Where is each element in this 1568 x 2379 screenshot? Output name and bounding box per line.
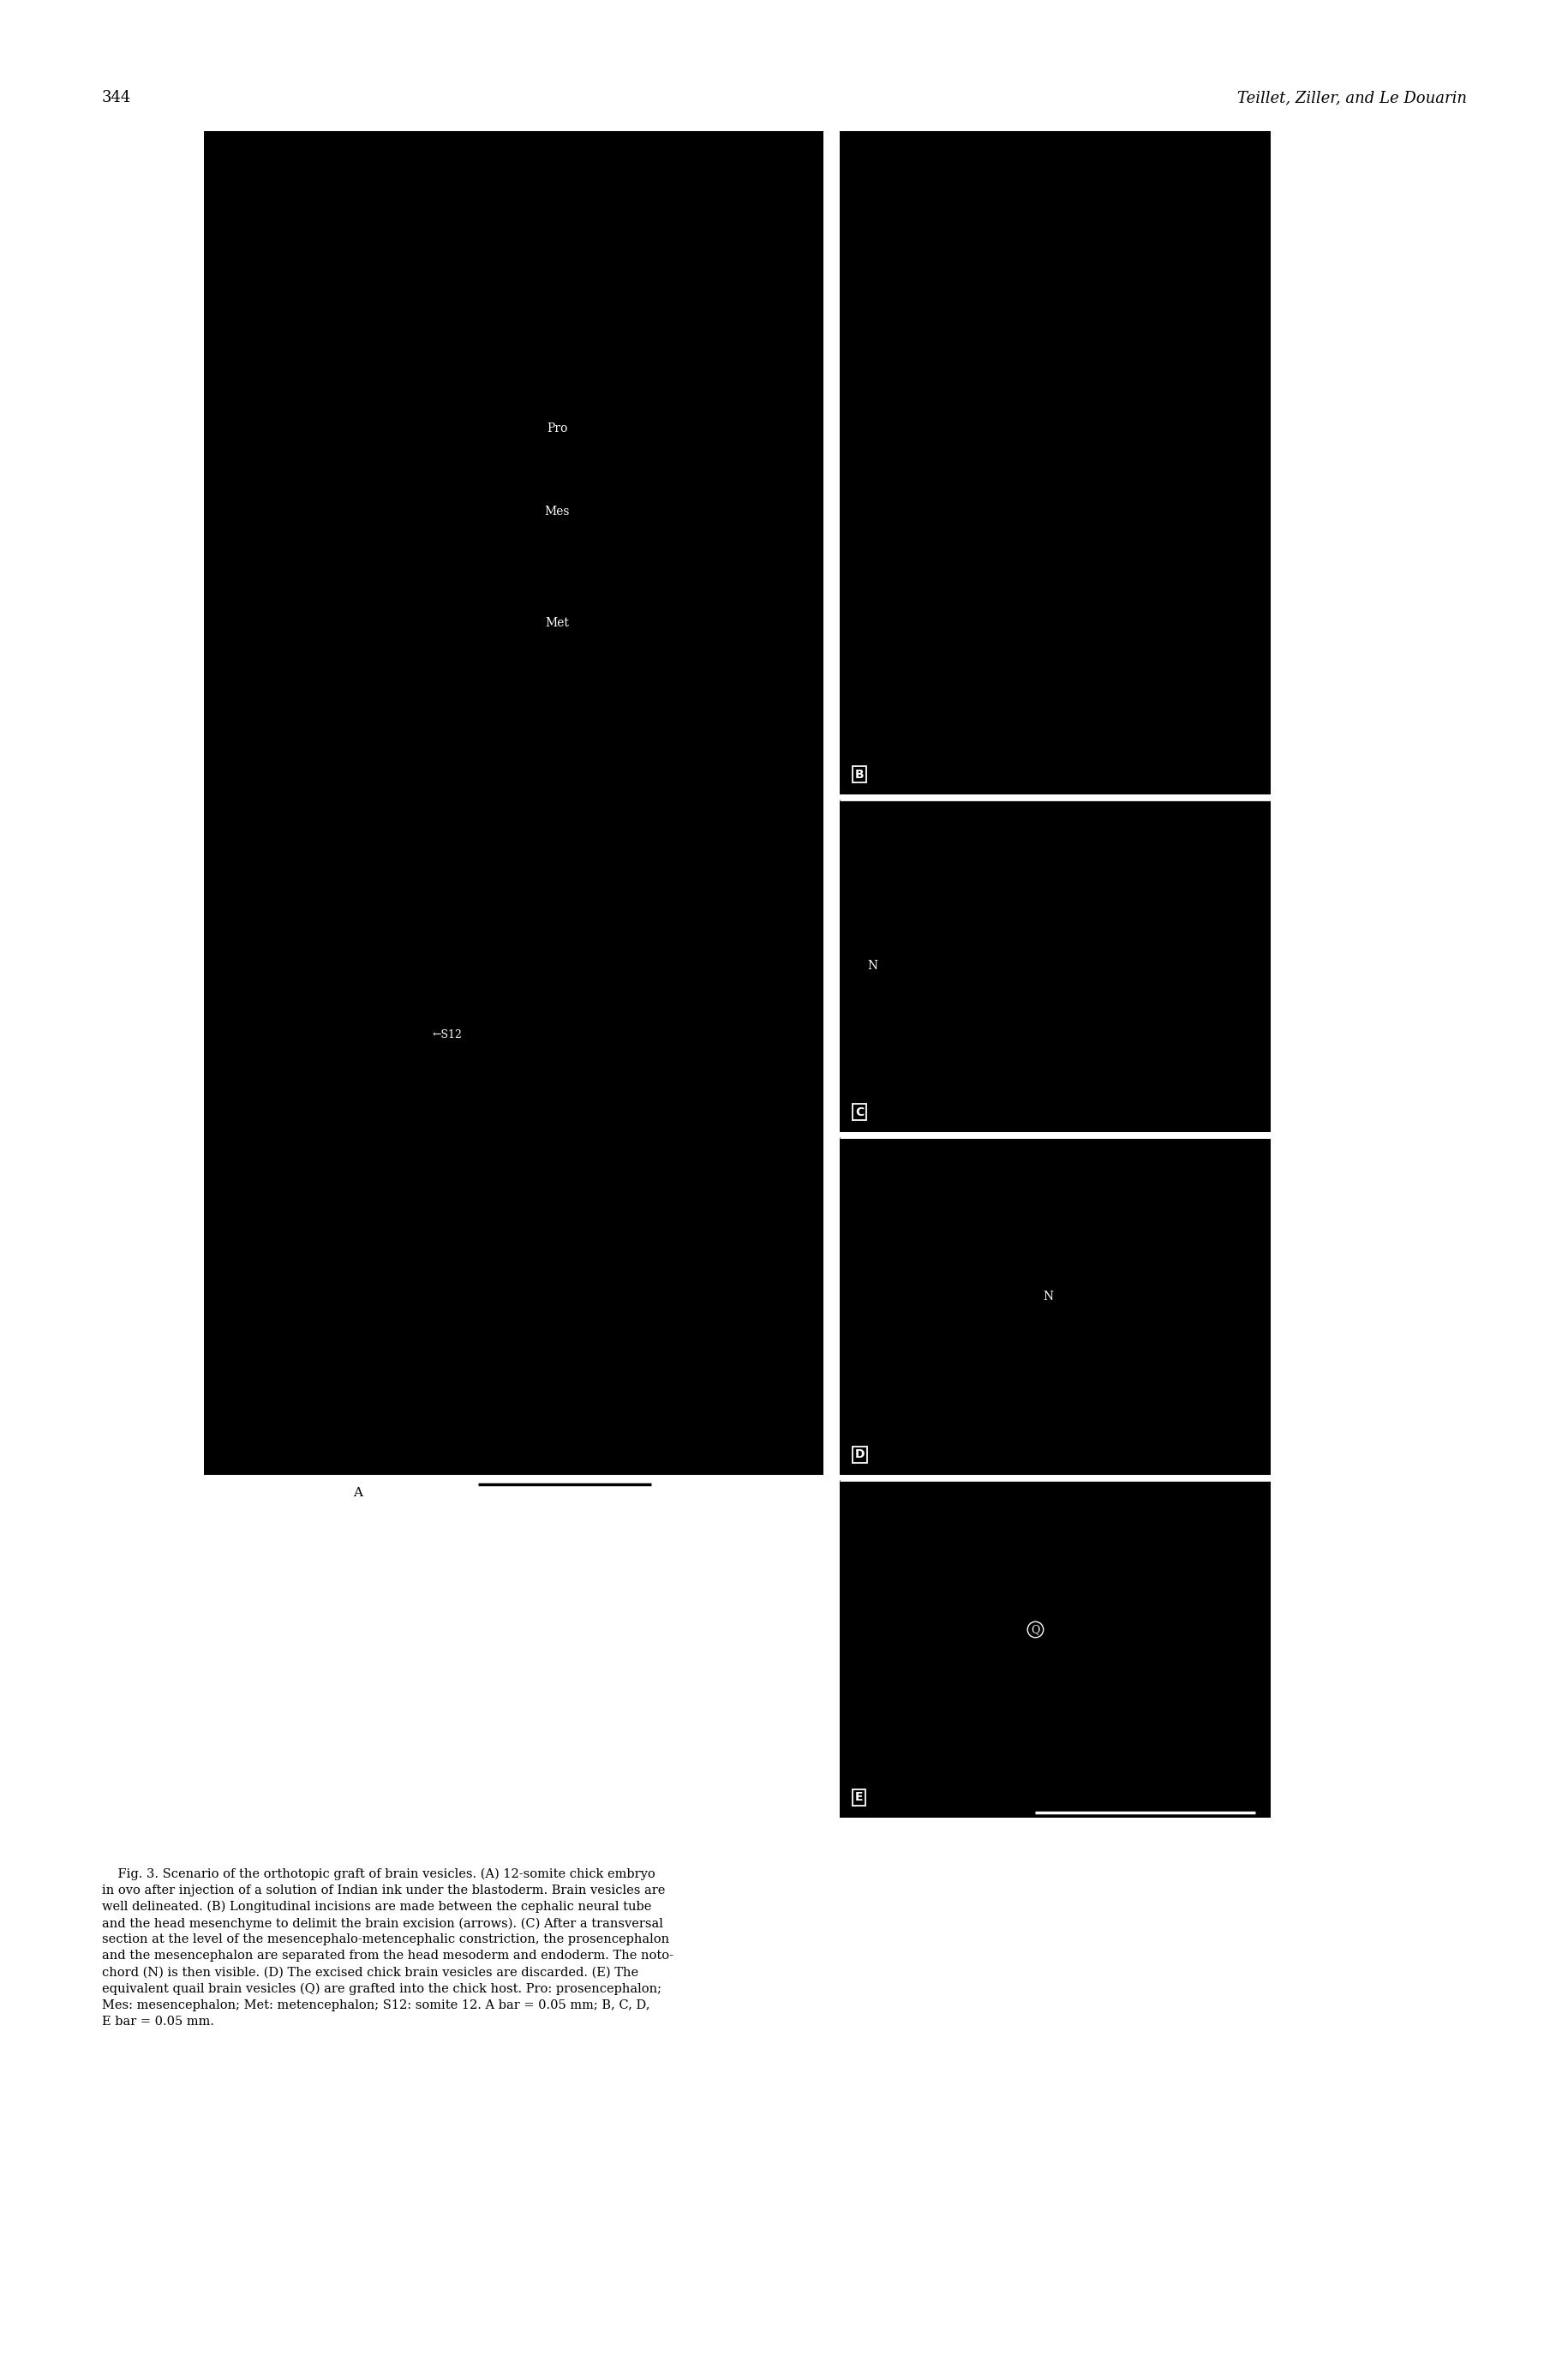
Text: A: A bbox=[353, 1487, 362, 1499]
Text: D: D bbox=[855, 1449, 864, 1461]
Bar bbox=[839, 799, 1270, 1132]
Text: B: B bbox=[855, 768, 864, 780]
Text: ←S12: ←S12 bbox=[431, 1030, 463, 1040]
Text: N: N bbox=[1043, 1289, 1054, 1304]
Bar bbox=[839, 1480, 1270, 1818]
Text: Mes: Mes bbox=[544, 504, 569, 519]
Text: Q: Q bbox=[1030, 1625, 1040, 1634]
Text: N: N bbox=[867, 959, 878, 973]
Bar bbox=[839, 131, 1270, 795]
Bar bbox=[839, 1137, 1270, 1475]
Text: 344: 344 bbox=[102, 90, 132, 105]
Text: Fig. 3. Scenario of the orthotopic graft of brain vesicles. (A) 12-somite chick : Fig. 3. Scenario of the orthotopic graft… bbox=[102, 1868, 673, 2027]
Bar bbox=[204, 131, 823, 1475]
Text: Pro: Pro bbox=[546, 421, 568, 435]
Text: Met: Met bbox=[544, 616, 569, 630]
Text: C: C bbox=[855, 1106, 864, 1118]
Text: Teillet, Ziller, and Le Douarin: Teillet, Ziller, and Le Douarin bbox=[1237, 90, 1466, 105]
Text: E: E bbox=[855, 1791, 862, 1803]
